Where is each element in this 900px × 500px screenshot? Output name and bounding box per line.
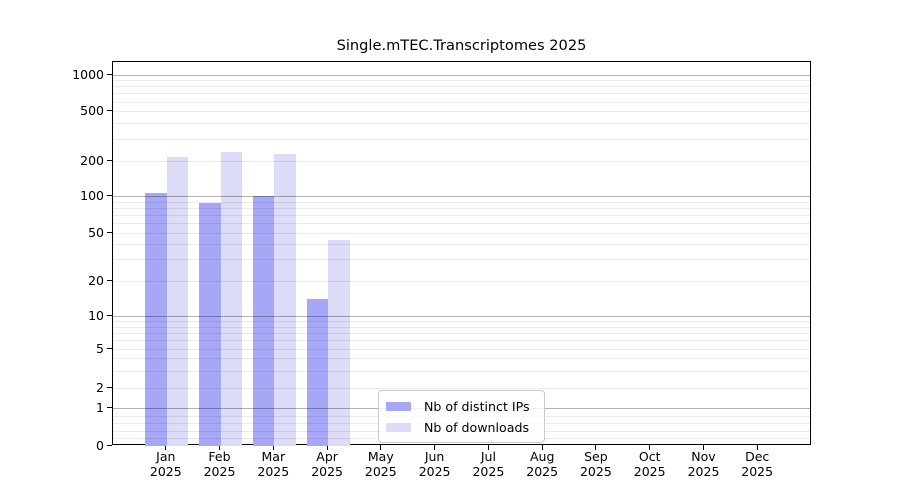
- y-tick: [107, 444, 112, 446]
- y-tick: [107, 159, 112, 161]
- bar-distinct-ips: [306, 299, 329, 446]
- y-tick: [107, 315, 112, 317]
- x-tick: [326, 445, 328, 450]
- bar-downloads: [220, 151, 242, 446]
- y-tick-label: 200: [80, 152, 104, 168]
- legend-item-distinct-ips: Nb of distinct IPs: [386, 397, 536, 415]
- y-tick-label: 0: [96, 437, 104, 453]
- y-tick-label: 500: [80, 103, 104, 119]
- x-tick-label: Mar 2025: [257, 449, 290, 479]
- x-tick: [756, 445, 758, 450]
- legend-label-distinct-ips: Nb of distinct IPs: [424, 398, 530, 414]
- legend: Nb of distinct IPs Nb of downloads: [378, 390, 545, 443]
- y-tick-label: 100: [80, 188, 104, 204]
- x-tick-label: Apr 2025: [311, 449, 343, 479]
- x-tick: [380, 445, 382, 450]
- y-tick: [107, 279, 112, 281]
- x-tick-label: Sep 2025: [579, 449, 612, 479]
- bars-layer: [113, 62, 810, 446]
- x-tick: [487, 445, 489, 450]
- y-tick-label: 1000: [72, 66, 104, 82]
- legend-swatch-distinct-ips: [386, 401, 411, 411]
- y-tick: [107, 195, 112, 197]
- plot-area: [112, 61, 811, 446]
- y-tick: [107, 407, 112, 409]
- x-tick: [219, 445, 220, 450]
- x-tick-label: Oct 2025: [633, 449, 666, 479]
- x-tick-label: Nov 2025: [687, 449, 720, 479]
- bar-distinct-ips: [252, 195, 275, 446]
- y-tick: [107, 231, 112, 233]
- y-tick: [107, 347, 112, 349]
- bar-distinct-ips: [145, 192, 167, 446]
- x-tick: [649, 445, 651, 450]
- y-tick-label: 2: [96, 379, 104, 395]
- x-tick-label: Jun 2025: [418, 449, 451, 479]
- legend-swatch-downloads: [386, 422, 411, 432]
- legend-label-downloads: Nb of downloads: [424, 419, 530, 435]
- y-tick: [107, 386, 112, 388]
- x-tick: [165, 445, 167, 450]
- bar-distinct-ips: [199, 203, 221, 446]
- legend-item-downloads: Nb of downloads: [386, 418, 536, 436]
- x-tick: [272, 445, 274, 450]
- y-tick-label: 50: [88, 224, 104, 240]
- chart-title: Single.mTEC.Transcriptomes 2025: [336, 37, 587, 54]
- x-tick: [703, 445, 704, 450]
- x-tick: [434, 445, 436, 450]
- bar-downloads: [274, 154, 296, 446]
- y-tick-label: 5: [96, 340, 104, 356]
- x-tick-label: Feb 2025: [203, 449, 236, 479]
- x-tick-label: May 2025: [364, 449, 397, 479]
- x-tick-label: Aug 2025: [526, 449, 559, 479]
- x-tick-label: Jul 2025: [472, 449, 505, 479]
- y-tick-label: 10: [88, 308, 104, 324]
- y-tick: [107, 110, 112, 112]
- x-tick: [541, 445, 543, 450]
- x-tick-label: Jan 2025: [149, 449, 182, 479]
- y-tick-label: 1: [96, 400, 104, 416]
- y-tick: [107, 73, 112, 75]
- y-tick-label: 20: [88, 272, 104, 288]
- x-tick: [595, 445, 597, 450]
- x-tick-label: Dec 2025: [741, 449, 774, 479]
- bar-downloads: [328, 239, 350, 446]
- bar-downloads: [166, 157, 189, 446]
